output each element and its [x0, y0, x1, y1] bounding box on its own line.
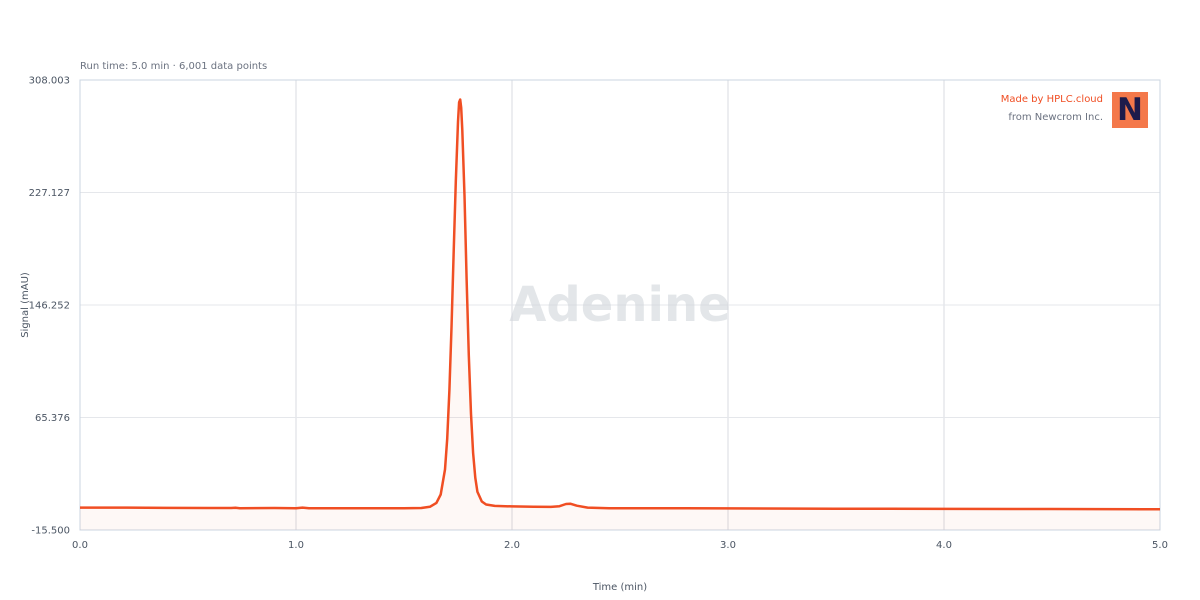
- branding-badge: Made by HPLC.cloud from Newcrom Inc. N: [1001, 92, 1148, 128]
- x-tick-label: 2.0: [504, 540, 520, 551]
- y-tick-label: 65.376: [35, 413, 70, 424]
- y-axis-ticks: 308.003 227.127 146.252 65.376 -15.500: [29, 76, 70, 537]
- made-by-link[interactable]: Made by HPLC.cloud: [1000, 94, 1103, 105]
- x-tick-label: 4.0: [936, 540, 952, 551]
- x-tick-label: 3.0: [720, 540, 736, 551]
- newcrom-logo-letter: N: [1117, 92, 1143, 128]
- company-label: from Newcrom Inc.: [1008, 112, 1103, 123]
- y-tick-label: 146.252: [29, 300, 70, 311]
- x-tick-label: 1.0: [288, 540, 304, 551]
- x-axis-ticks: 0.0 1.0 2.0 3.0 4.0 5.0: [72, 540, 1168, 551]
- compound-watermark: Adenine: [509, 277, 730, 333]
- run-info-subtitle: Run time: 5.0 min · 6,001 data points: [80, 61, 267, 72]
- x-axis-title: Time (min): [592, 582, 647, 593]
- x-tick-label: 5.0: [1152, 540, 1168, 551]
- y-tick-label: 308.003: [29, 76, 70, 87]
- x-tick-label: 0.0: [72, 540, 88, 551]
- y-tick-label: -15.500: [31, 526, 70, 537]
- y-axis-title: Signal (mAU): [20, 272, 31, 338]
- chromatogram-trace: [80, 98, 1161, 511]
- grid-lines: [80, 80, 1160, 530]
- plot-frame: [79, 79, 1161, 531]
- newcrom-logo[interactable]: N: [1112, 92, 1148, 128]
- branding-text: Made by HPLC.cloud from Newcrom Inc.: [1001, 91, 1103, 127]
- y-tick-label: 227.127: [29, 188, 70, 199]
